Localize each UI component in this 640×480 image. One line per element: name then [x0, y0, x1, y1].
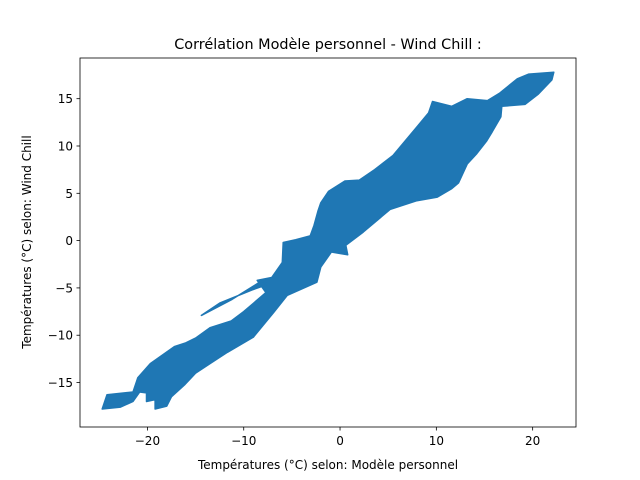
x-tick-label: 20 [525, 434, 540, 448]
x-tick-label: 0 [336, 434, 344, 448]
x-tick-label: −10 [231, 434, 256, 448]
y-axis: −15 −10 −5 0 5 10 15 [48, 92, 80, 390]
plot-area [101, 71, 555, 410]
x-tick-label: −20 [135, 434, 160, 448]
axes-frame [79, 57, 577, 428]
x-tick-label: 10 [429, 434, 444, 448]
data-series-1 [101, 71, 555, 410]
chart-title: Corrélation Modèle personnel - Wind Chil… [174, 37, 482, 53]
y-tick-label: −5 [55, 281, 73, 295]
y-tick-label: −15 [48, 376, 73, 390]
x-axis: −20 −10 0 10 20 [135, 427, 540, 448]
y-tick-label: −10 [48, 329, 73, 343]
y-tick-label: 15 [58, 92, 73, 106]
y-tick-label: 0 [65, 234, 73, 248]
x-axis-label: Températures (°C) selon: Modèle personne… [197, 458, 458, 472]
y-axis-label: Températures (°C) selon: Wind Chill [20, 135, 34, 349]
y-tick-label: 5 [65, 187, 73, 201]
data-series-2 [200, 280, 270, 317]
y-tick-label: 10 [58, 139, 73, 153]
